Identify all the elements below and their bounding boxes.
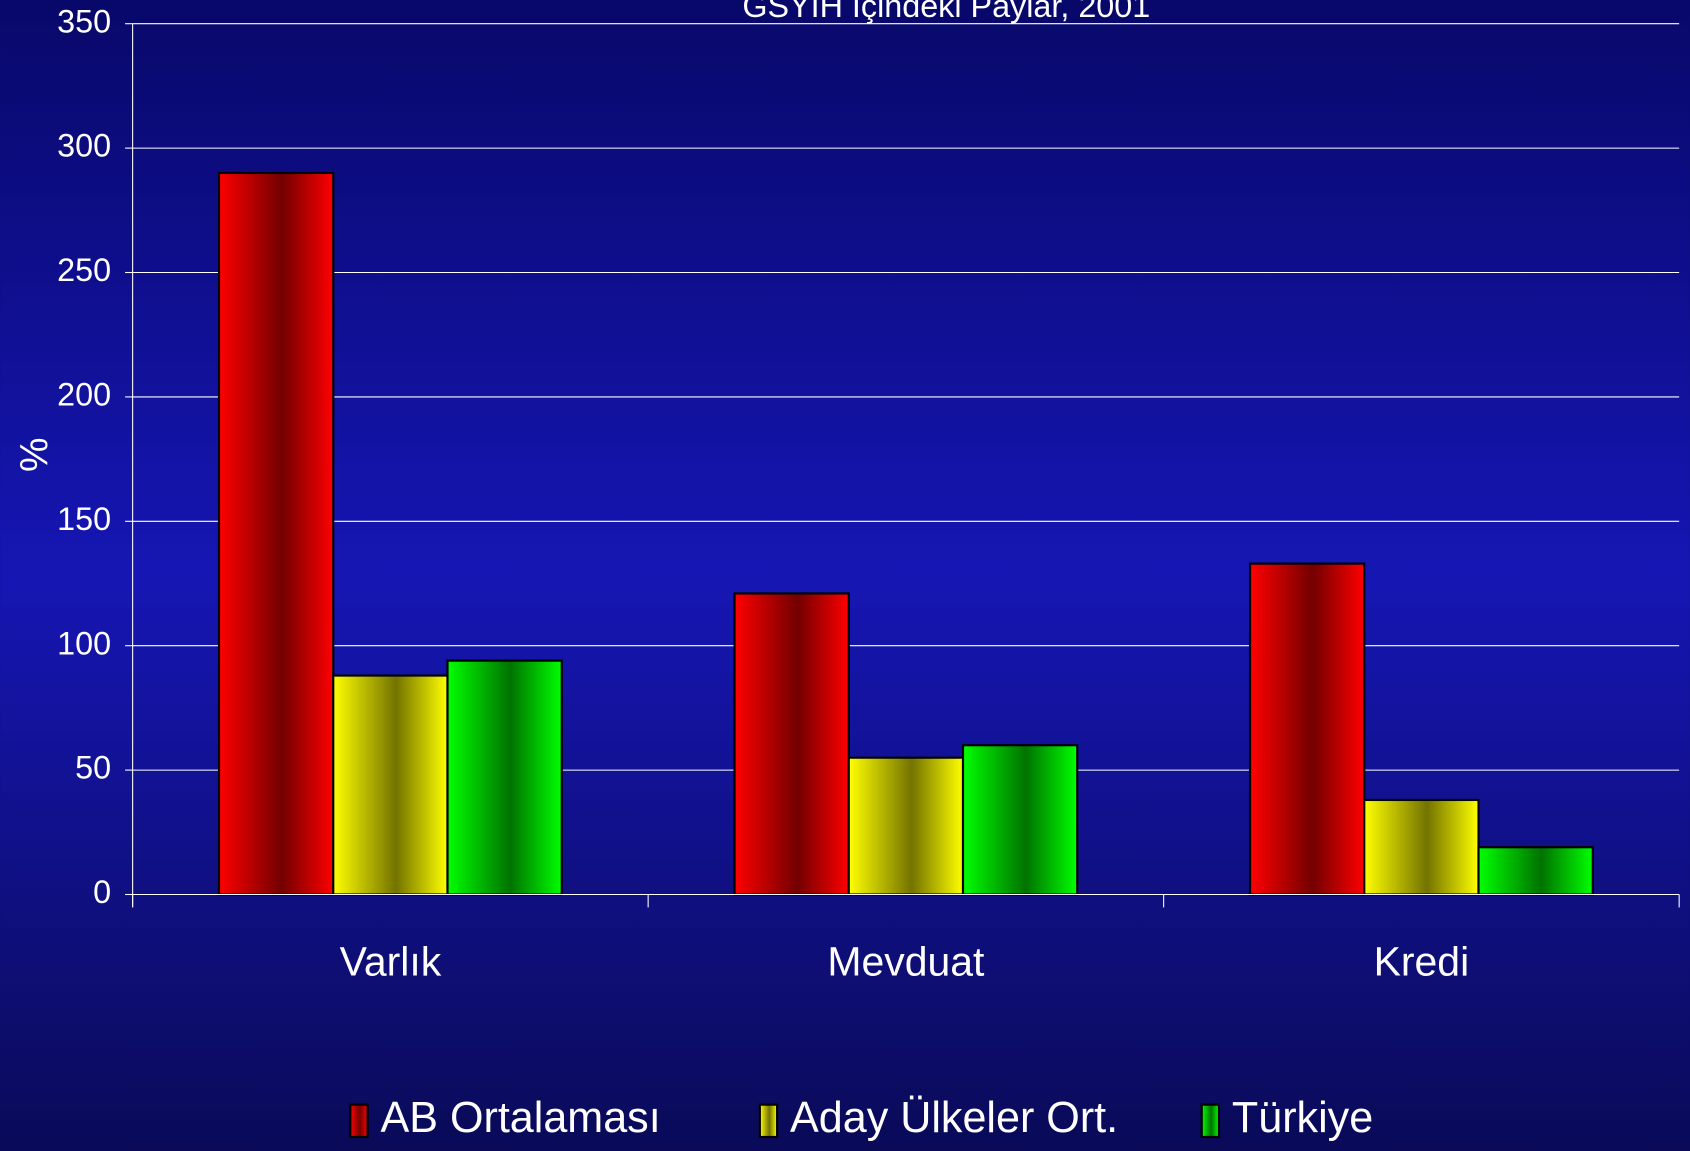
bar-shade (1364, 799, 1479, 895)
x-tick-label: Kredi (1374, 938, 1470, 984)
bar-shade (333, 675, 448, 895)
bar-shade (734, 593, 849, 895)
x-tick-label: Varlık (340, 938, 442, 984)
y-tick-label: 0 (93, 874, 111, 910)
y-tick-label: 200 (57, 376, 111, 412)
bar-shade (1250, 563, 1365, 895)
y-tick-label: 100 (57, 625, 111, 661)
legend-swatch-shade (759, 1104, 778, 1137)
legend-label: Aday Ülkeler Ort. (790, 1094, 1118, 1142)
legend-label: AB Ortalaması (381, 1094, 661, 1142)
bar-shade (447, 660, 562, 895)
bar-shade (1478, 847, 1593, 895)
legend-swatch-shade (1201, 1104, 1219, 1137)
y-tick-label: 250 (57, 252, 111, 288)
x-tick-label: Mevduat (827, 938, 985, 984)
legend-swatch-shade (350, 1104, 368, 1137)
y-tick-label: 300 (57, 128, 111, 164)
y-axis-label: % (11, 438, 54, 472)
y-tick-label: 50 (75, 750, 111, 786)
bar-shade (848, 757, 964, 895)
bar-shade (963, 745, 1078, 895)
legend-label: Türkiye (1232, 1094, 1373, 1142)
chart-title: GSYİH İçindeki Paylar, 2001 (742, 0, 1150, 24)
y-tick-label: 350 (57, 3, 111, 39)
y-tick-label: 150 (57, 501, 111, 537)
bar-shade (219, 172, 334, 895)
